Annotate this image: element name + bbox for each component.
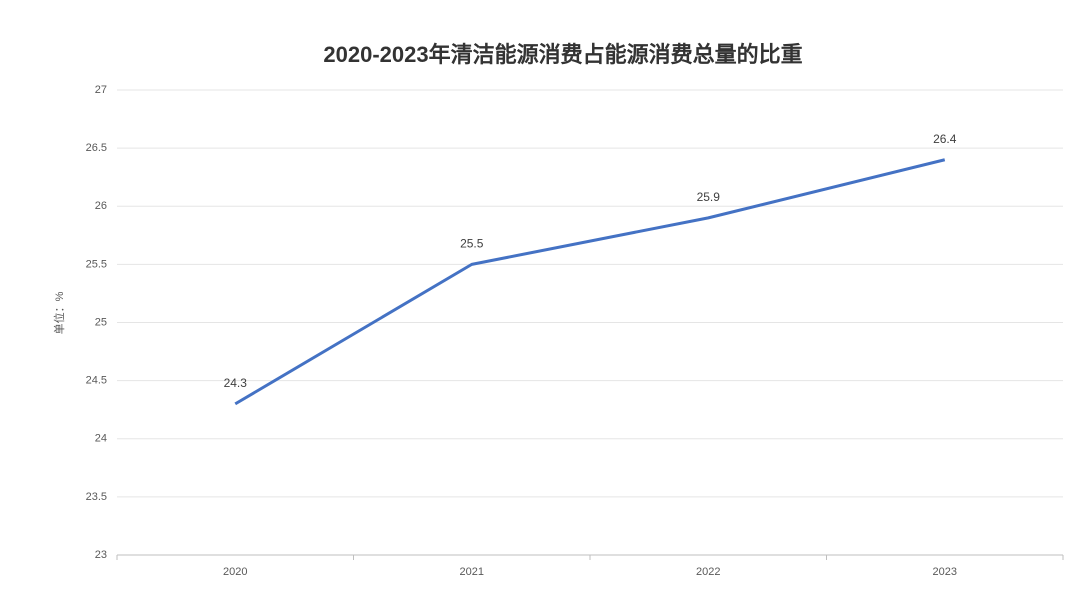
data-label: 25.9 [697, 190, 721, 204]
y-tick-label: 23 [95, 549, 107, 561]
data-label: 24.3 [224, 376, 248, 390]
y-tick-label: 25 [95, 316, 107, 328]
line-series [234, 158, 946, 406]
x-tick-label: 2022 [696, 566, 720, 578]
x-tick-label: 2023 [933, 566, 957, 578]
x-tick-label: 2021 [460, 566, 484, 578]
data-label: 26.4 [933, 132, 957, 146]
y-axis-label: 单位：% [52, 291, 66, 334]
y-tick-label: 24.5 [86, 375, 107, 387]
y-tick-label: 25.5 [86, 258, 107, 270]
x-tick-label: 2020 [223, 566, 247, 578]
y-tick-label: 27 [95, 84, 107, 96]
y-tick-label: 24 [95, 433, 107, 445]
y-tick-label: 26 [95, 200, 107, 212]
y-tick-label: 26.5 [86, 142, 107, 154]
data-label: 25.5 [460, 237, 484, 251]
chart-title: 2020-2023年清洁能源消费占能源消费总量的比重 [323, 42, 802, 67]
y-tick-label: 23.5 [86, 491, 107, 503]
